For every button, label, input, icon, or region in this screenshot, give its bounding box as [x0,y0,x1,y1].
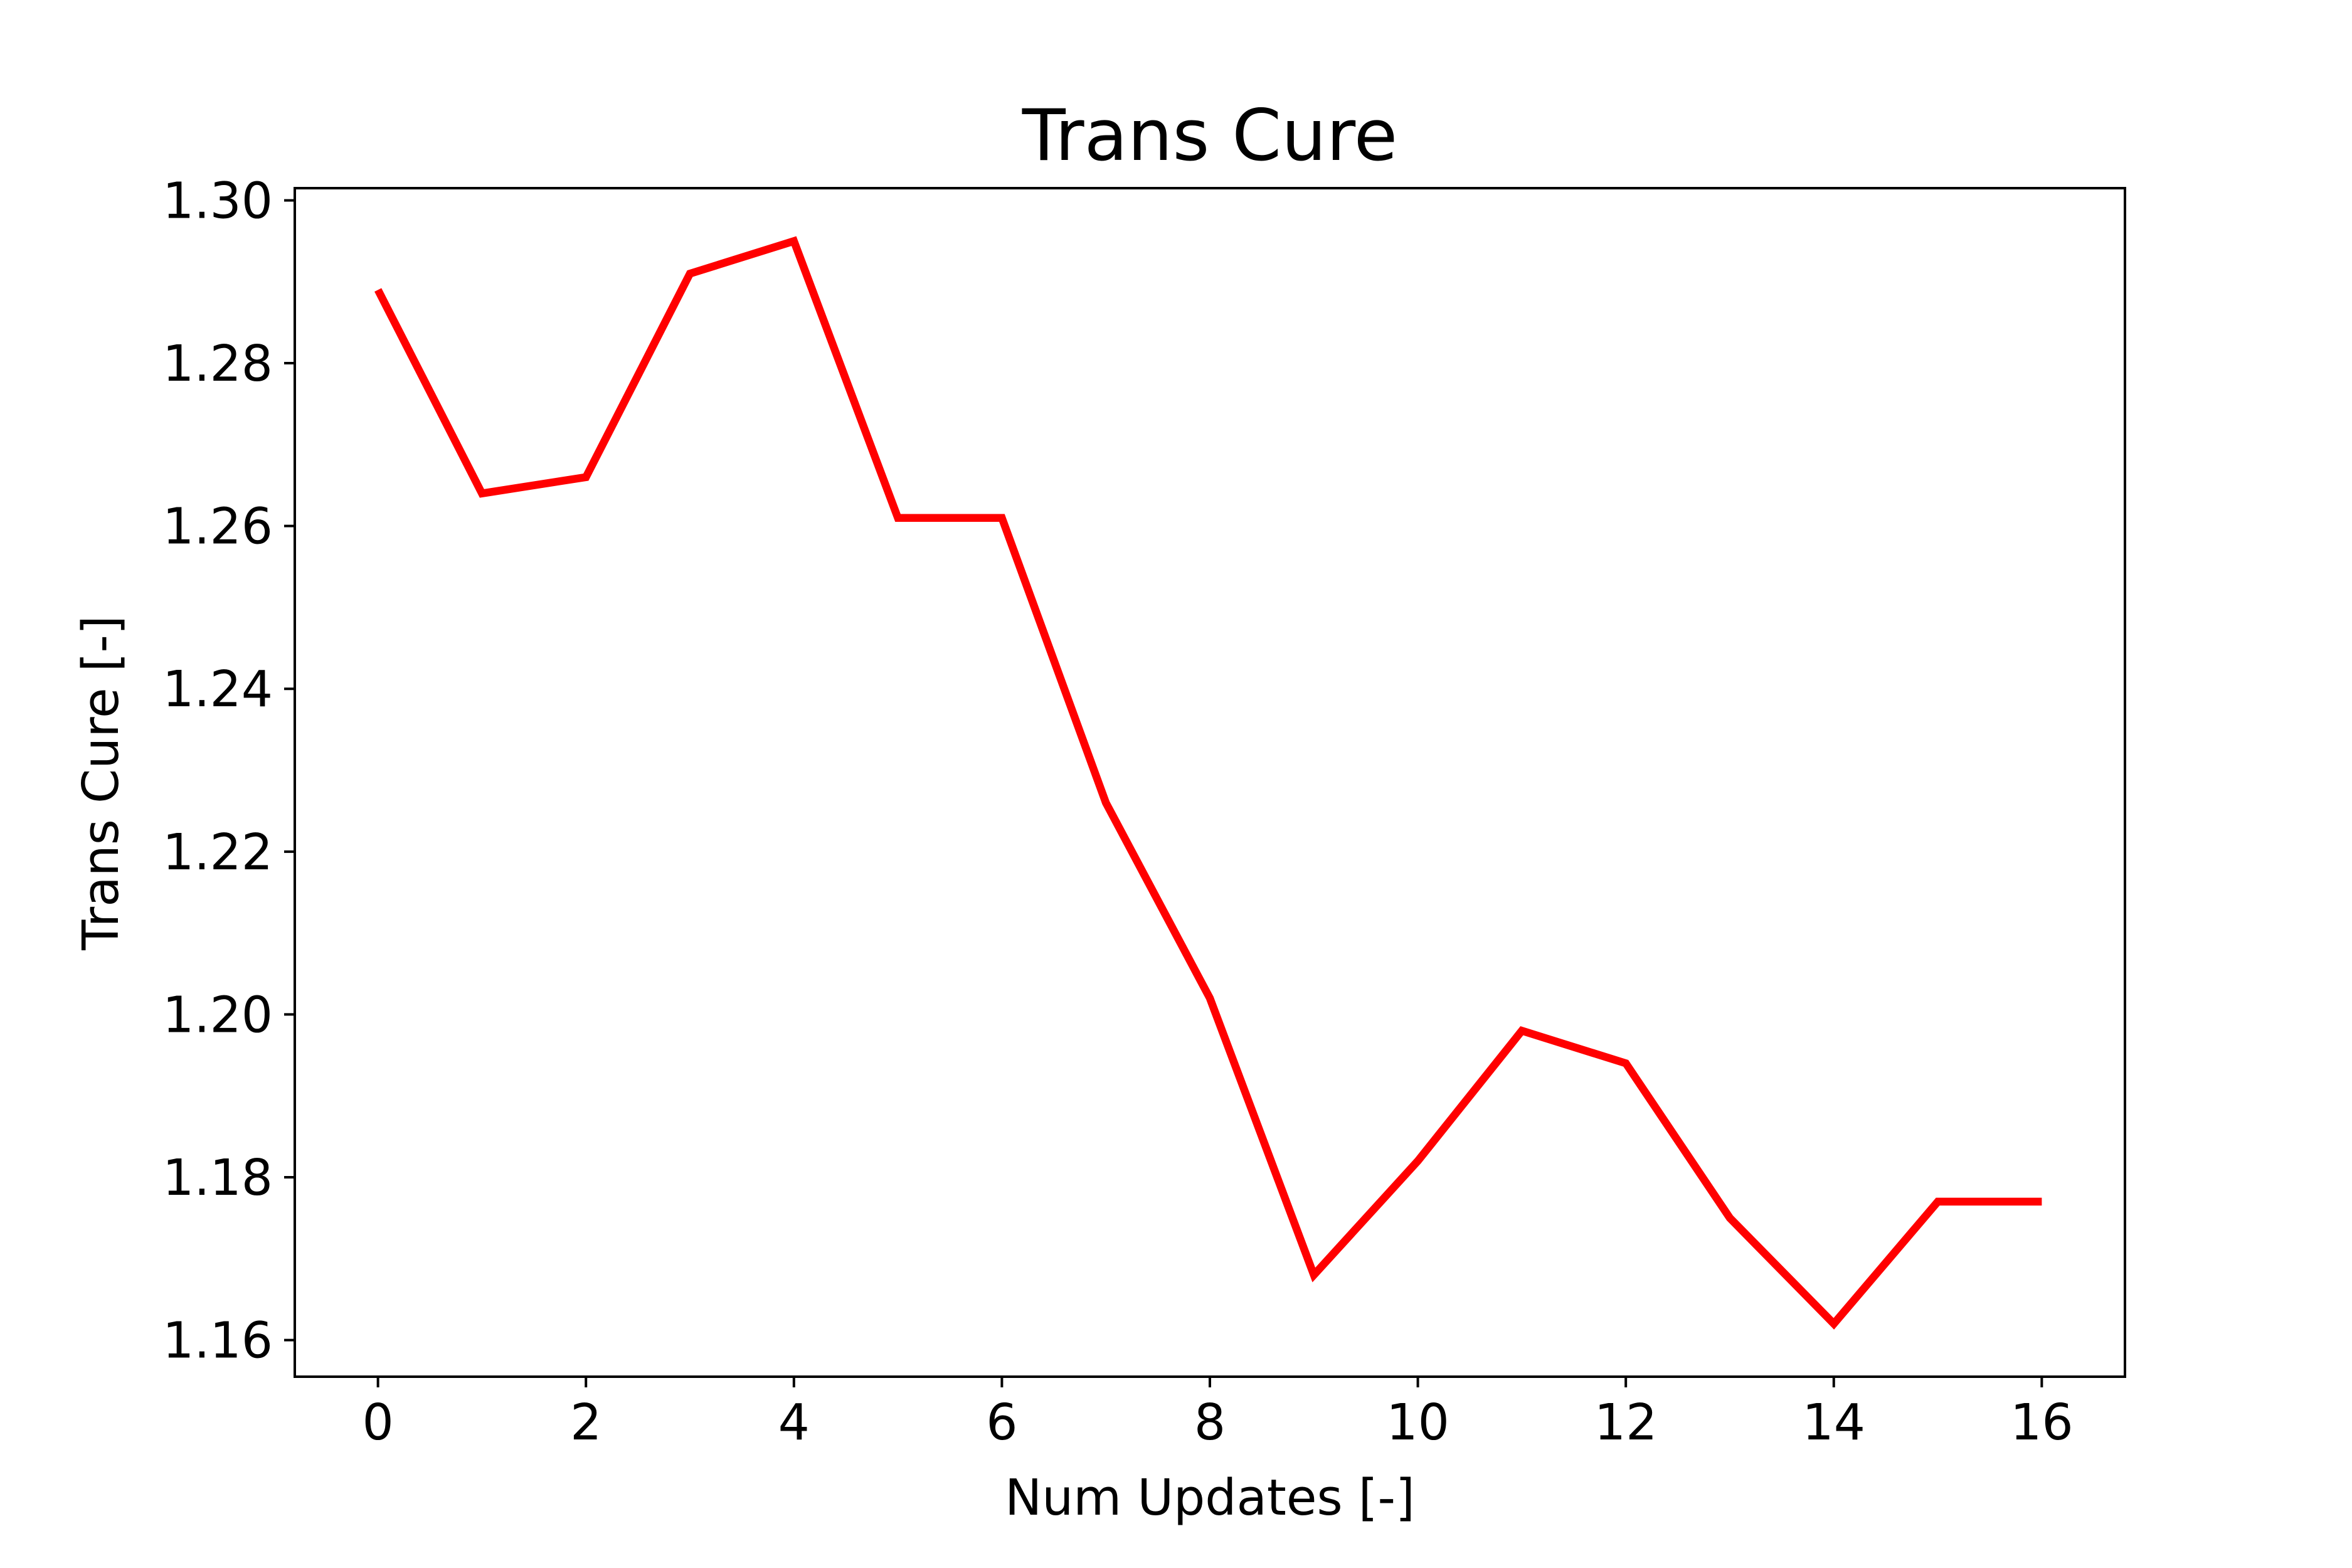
x-tick-label: 8 [1194,1394,1226,1451]
x-axis: 0 2 4 6 8 10 12 14 16 [363,1377,2074,1451]
y-axis: 1.16 1.18 1.20 1.22 1.24 1.26 1.28 1.30 [162,172,295,1370]
x-tick-label: 0 [363,1394,394,1451]
series-layer [374,236,2042,1330]
y-tick-label: 1.26 [162,498,273,556]
chart-title: Trans Cure [1022,94,1398,177]
plot-area: 0 2 4 6 8 10 12 14 16 1.161.181.201.221.241.261.… [162,172,2126,1451]
x-tick-label: 2 [570,1394,601,1451]
x-tick-label: 10 [1386,1394,1449,1451]
x-tick-label: 12 [1594,1394,1658,1451]
x-axis-label: Num Updates [-] [1005,1469,1415,1527]
y-tick-label: 1.18 [162,1149,273,1207]
series-line [374,236,2042,1330]
y-tick-label: 1.16 [162,1312,273,1370]
y-tick-label: 1.24 [162,660,273,718]
x-tick-label: 14 [1803,1394,1866,1451]
y-tick-label: 1.28 [162,335,273,393]
x-tick-label: 16 [2010,1394,2074,1451]
y-tick-label: 1.22 [162,824,273,881]
y-tick-label: 1.30 [162,172,273,230]
y-tick-label: 1.20 [162,986,273,1044]
x-tick-label: 4 [778,1394,810,1451]
plot-frame [294,187,2126,1378]
y-axis-label: Trans Cure [-] [72,615,130,951]
x-tick-label: 6 [986,1394,1017,1451]
